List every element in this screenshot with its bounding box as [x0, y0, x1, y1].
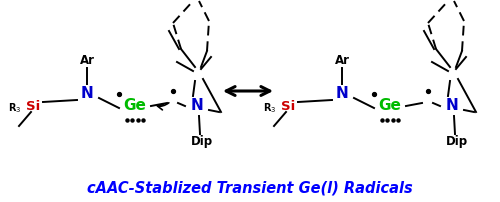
- Text: R$_3$: R$_3$: [262, 101, 276, 115]
- Text: Dip: Dip: [446, 136, 468, 148]
- Text: N: N: [80, 86, 94, 101]
- Text: Ar: Ar: [80, 54, 94, 66]
- Text: Si: Si: [26, 100, 40, 113]
- Text: cAAC-Stablized Transient Ge(l) Radicals: cAAC-Stablized Transient Ge(l) Radicals: [87, 181, 413, 196]
- Text: N: N: [446, 99, 458, 114]
- Text: N: N: [190, 99, 203, 114]
- Text: Ge: Ge: [124, 99, 146, 114]
- Text: N: N: [336, 86, 348, 101]
- Text: Dip: Dip: [191, 136, 213, 148]
- Text: Si: Si: [281, 100, 295, 113]
- Text: Ge: Ge: [378, 99, 402, 114]
- Text: Ar: Ar: [334, 54, 349, 66]
- Text: R$_3$: R$_3$: [8, 101, 21, 115]
